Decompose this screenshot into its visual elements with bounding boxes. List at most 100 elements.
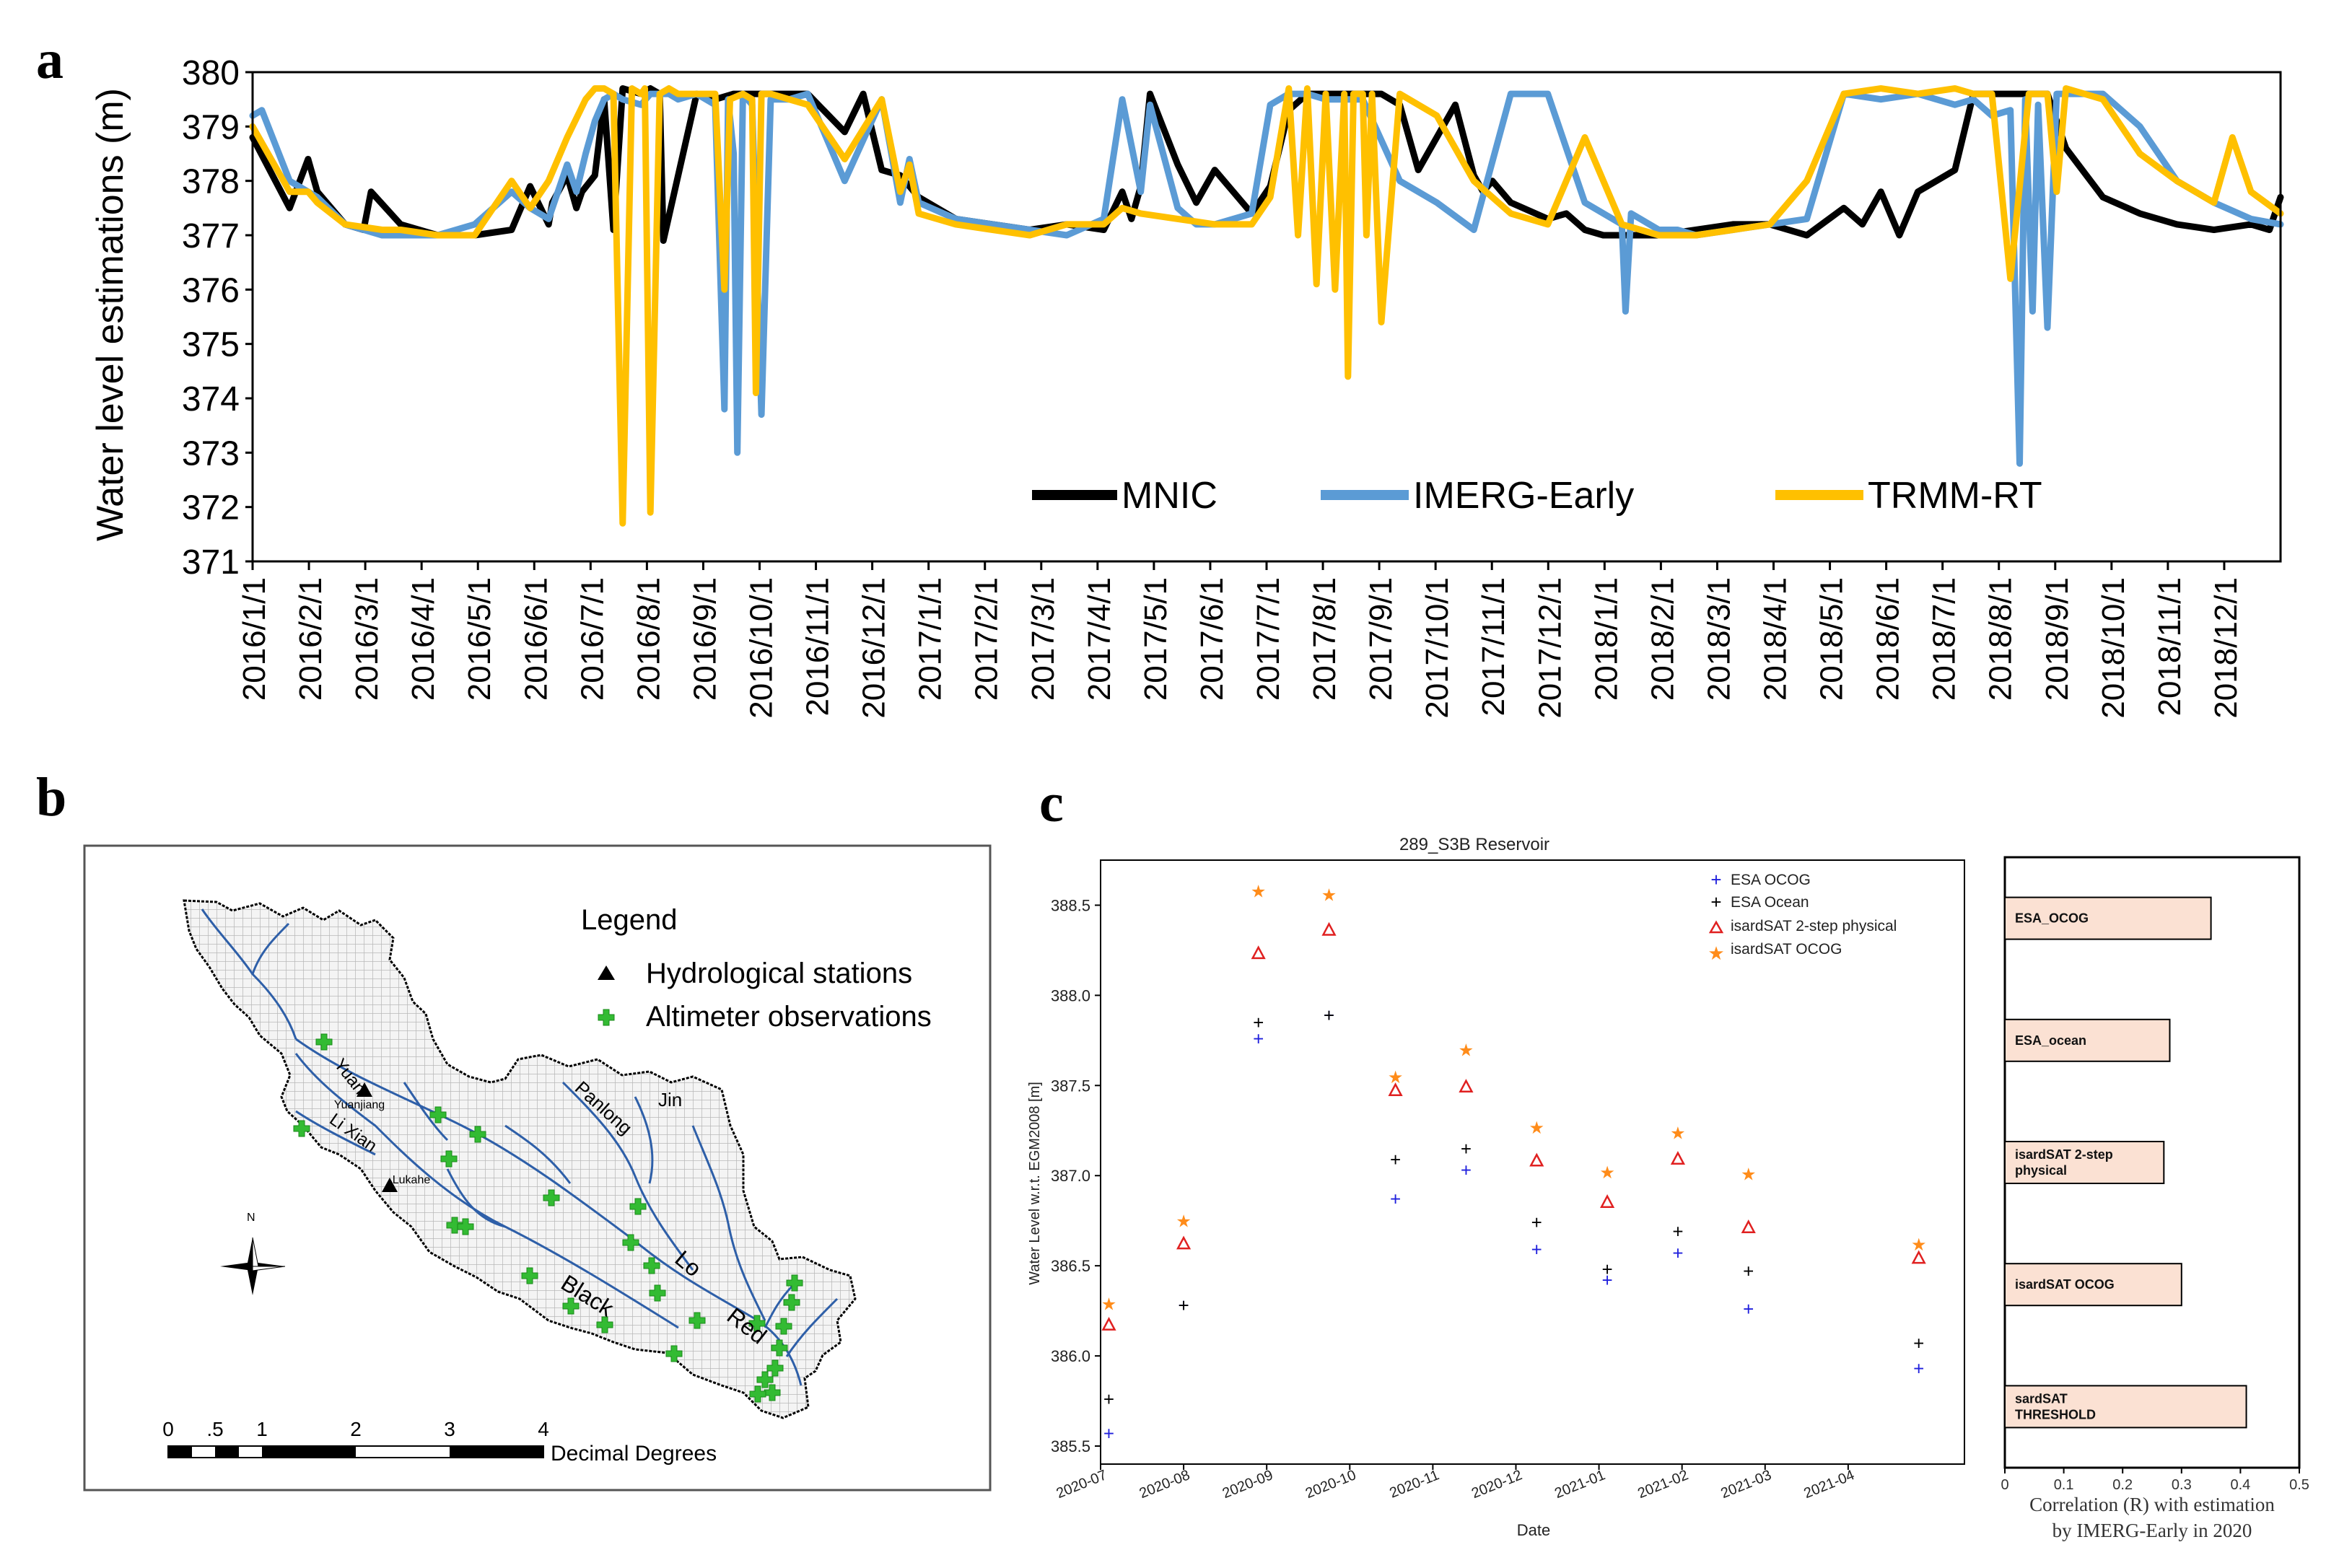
panel-a-xtick-label: 2016/10/1 <box>744 577 779 719</box>
panel-c-ytick-label: 387.5 <box>1051 1077 1090 1095</box>
station-yuanjiang-label: Yuanjiang <box>334 1099 385 1111</box>
bar-xtick-label: 0.1 <box>2054 1477 2074 1493</box>
panel-b-map: Yuanjiang Lukahe Yuan Li Xian Panlong Ji… <box>83 844 992 1492</box>
panel-c-xtick-label: 2021-03 <box>1718 1467 1773 1502</box>
panel-c-xtick-label: 2021-02 <box>1635 1467 1690 1502</box>
north-arrow-icon <box>220 1237 286 1295</box>
panel-a-xtick-label: 2017/7/1 <box>1251 577 1286 701</box>
altimeter-point <box>521 1267 538 1284</box>
bar-1 <box>2004 1018 2171 1062</box>
altimeter-point <box>766 1359 784 1377</box>
panel-a-xtick-label: 2017/9/1 <box>1363 577 1399 701</box>
point-esa-ocean: + <box>1743 1261 1754 1282</box>
altimeter-point <box>629 1198 647 1215</box>
point-esa-ocean: + <box>1913 1333 1924 1354</box>
panel-a-xtick-label: 2016/4/1 <box>406 577 441 701</box>
panel-a-ytick-label: 376 <box>182 271 240 310</box>
panel-a-xtick-label: 2016/7/1 <box>574 577 610 701</box>
panel-a-xtick-label: 2016/12/1 <box>857 577 892 719</box>
panel-c-ytick-label: 388.0 <box>1051 986 1090 1004</box>
bar-xtick-label: 0.4 <box>2230 1477 2250 1493</box>
panel-a-chart: Water level estimations (m) 371 372 373 374… <box>89 54 2284 719</box>
panel-c-xlabel: Date <box>1517 1521 1550 1539</box>
legend-esa-ocean-label: ESA Ocean <box>1731 894 1809 911</box>
bar-chart-xlabel-line1: Correlation (R) with estimation <box>2029 1494 2275 1515</box>
point-esa-ocog: + <box>1390 1188 1401 1210</box>
altimeter-point <box>771 1339 788 1357</box>
panel-a-xtick-label: 2017/8/1 <box>1307 577 1342 701</box>
panel-a-xtick-label: 2016/3/1 <box>349 577 385 701</box>
point-isard-ocog: ★ <box>1176 1212 1192 1232</box>
point-isard-ocog: ★ <box>1529 1118 1544 1138</box>
panel-a-xtick-label: 2017/5/1 <box>1138 577 1173 701</box>
panel-c-ytick-label: 386.0 <box>1051 1347 1090 1365</box>
station-yuanjiang-marker <box>357 1082 372 1097</box>
point-esa-ocog: + <box>1103 1423 1114 1445</box>
bar-label: isardSAT 2-step <box>2015 1147 2113 1162</box>
scale-tick-2: 2 <box>350 1418 362 1440</box>
bar-3 <box>2004 1263 2182 1307</box>
panel-a-xtick-label: 2016/6/1 <box>518 577 554 701</box>
panel-a-xticks: 2016/1/1 2016/2/1 2016/3/1 2016/4/1 2016/5/1… <box>237 561 2244 719</box>
panel-a-xtick-label: 2016/8/1 <box>631 577 666 701</box>
legend-mnic-label: MNIC <box>1122 475 1217 517</box>
bar-xtick-label: 0.5 <box>2289 1477 2309 1493</box>
panel-a-ytick-label: 371 <box>182 543 240 582</box>
bar-label: ESA_OCOG <box>2015 911 2089 926</box>
panel-a-ytick-label: 377 <box>182 217 240 255</box>
panel-a-lines <box>249 85 2284 527</box>
point-esa-ocean: + <box>1531 1212 1542 1233</box>
panel-a-xtick-label: 2017/4/1 <box>1082 577 1117 701</box>
north-label: N <box>247 1212 255 1224</box>
point-esa-ocean: + <box>1179 1295 1189 1316</box>
panel-c-xtick-label: 2021-01 <box>1552 1467 1607 1502</box>
point-isard-ocog: ★ <box>1459 1041 1474 1060</box>
panel-a-xtick-label: 2018/11/1 <box>2152 577 2187 716</box>
station-lukahe-label: Lukahe <box>393 1174 431 1186</box>
panel-c-yticks: 385.5 386.0 386.5 387.0 387.5 388.0 388.5 <box>1051 896 1101 1455</box>
panel-c-chart: 289_S3B Reservoir Water Level w.r.t. EGM… <box>1027 835 1965 1539</box>
scale-bar: 0 .5 1 2 3 4 Decimal Degrees <box>162 1418 717 1466</box>
altimeter-point <box>764 1384 781 1401</box>
altimeter-point <box>749 1385 766 1403</box>
point-esa-ocog: + <box>1672 1243 1683 1264</box>
bar-chart-xticks: 0 0.1 0.2 0.3 0.4 0.5 <box>2001 1468 2309 1493</box>
panel-a-xtick-label: 2017/10/1 <box>1420 577 1455 719</box>
panel-a-xtick-label: 2018/2/1 <box>1645 577 1680 701</box>
panel-a-ytick-label: 379 <box>182 108 240 146</box>
panel-a-xtick-label: 2018/7/1 <box>1927 577 1962 701</box>
panel-a-xtick-label: 2018/8/1 <box>1983 577 2019 701</box>
bar-xtick-label: 0 <box>2001 1477 2008 1493</box>
point-isard-2step <box>1459 1079 1474 1093</box>
bar-chart-bars: ESA_OCOG ESA_ocean isardSAT 2-stepphysical… <box>2004 896 2247 1429</box>
panel-b-letter: b <box>36 767 66 828</box>
panel-a-ytick-label: 373 <box>182 434 240 473</box>
panel-a-letter: a <box>36 30 64 90</box>
altimeter-point <box>783 1294 800 1311</box>
bar-xtick-label: 0.2 <box>2112 1477 2133 1493</box>
panel-a-ytick-label: 374 <box>182 380 240 419</box>
panel-c-ytick-label: 385.5 <box>1051 1437 1090 1455</box>
panel-c-title: 289_S3B Reservoir <box>1399 835 1549 854</box>
panel-a-xtick-label: 2018/5/1 <box>1814 577 1850 701</box>
scale-tick-1: 1 <box>256 1418 268 1440</box>
point-esa-ocean: + <box>1601 1258 1612 1280</box>
altimeter-point <box>429 1106 447 1124</box>
point-esa-ocean: + <box>1324 1004 1334 1026</box>
bar-label: physical <box>2015 1163 2067 1178</box>
panel-a-xtick-label: 2018/1/1 <box>1588 577 1624 701</box>
legend-isard-2step-label: isardSAT 2-step physical <box>1731 918 1897 934</box>
panel-a-xtick-label: 2016/2/1 <box>293 577 328 701</box>
altimeter-point <box>643 1257 660 1274</box>
scale-tick-0: 0 <box>162 1418 174 1440</box>
point-isard-2step <box>1251 945 1266 960</box>
panel-a-xtick-label: 2018/6/1 <box>1871 577 1906 701</box>
bar-chart-xlabel-line2: by IMERG-Early in 2020 <box>2052 1520 2252 1541</box>
point-esa-ocean: + <box>1461 1138 1472 1160</box>
bar-xtick-label: 0.3 <box>2172 1477 2192 1493</box>
point-isard-ocog: ★ <box>1599 1163 1615 1183</box>
scale-tick-4: 4 <box>538 1418 549 1440</box>
panel-a-xtick-label: 2016/5/1 <box>462 577 497 701</box>
panel-c-legend: + ESA OCOG + ESA Ocean isardSAT 2-step p… <box>1708 869 1897 964</box>
point-isard-2step <box>1529 1152 1544 1167</box>
